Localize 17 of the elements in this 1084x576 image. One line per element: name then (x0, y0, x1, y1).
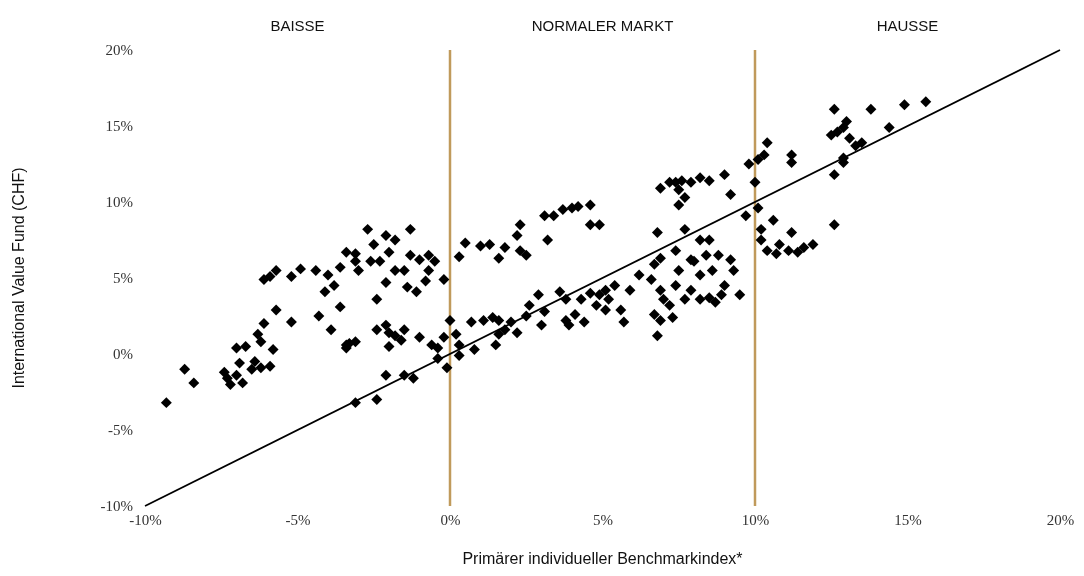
y-tick-label: -5% (108, 422, 133, 439)
y-tick-label: 10% (105, 194, 133, 211)
y-tick-label: 20% (105, 42, 133, 59)
x-tick-label: -5% (285, 511, 311, 528)
x-tick-label: 15% (894, 511, 922, 528)
y-tick-label: 0% (113, 346, 133, 363)
x-tick-label: 10% (741, 511, 770, 528)
y-tick-label: 5% (113, 270, 133, 287)
text: NORMALER MARKT (531, 17, 674, 34)
x-tick-label: 5% (593, 511, 613, 528)
x-tick-label: 0% (440, 511, 461, 528)
y-axis-title: International Value Fund (CHF) (10, 167, 27, 389)
x-tick-label: 20% (1046, 511, 1075, 528)
text: HAUSSE (876, 17, 939, 34)
y-tick-label: 15% (105, 118, 133, 135)
x-axis-title: Primärer individueller Benchmarkindex* (462, 550, 743, 567)
text: BAISSE (270, 17, 325, 34)
